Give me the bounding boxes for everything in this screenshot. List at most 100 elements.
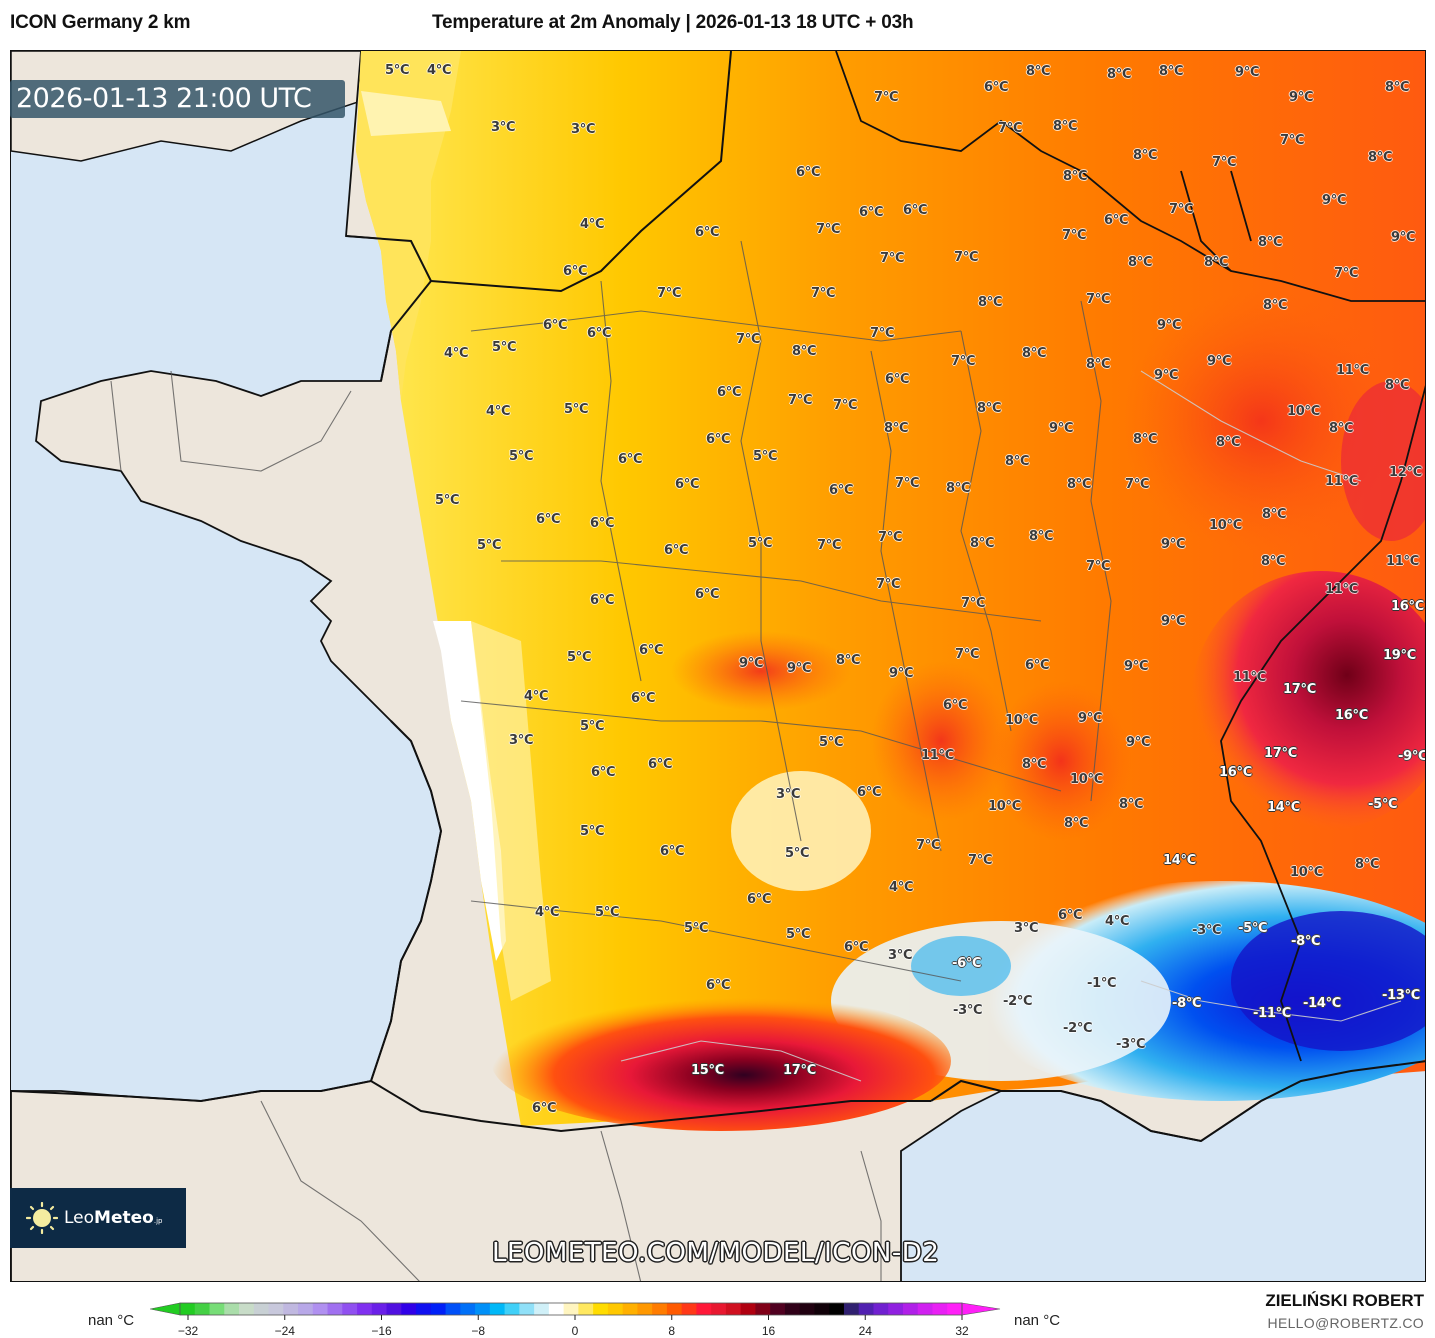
temperature-label: 9°C [1124,659,1149,674]
temperature-label: 8°C [970,536,995,551]
temperature-label: 6°C [543,318,568,333]
temperature-label: 6°C [631,691,656,706]
temperature-label: 11°C [1325,474,1358,489]
temperature-label: -5°C [1368,797,1398,812]
map-frame[interactable]: 5°C 4°C 3°C 3°C 6°C 7°C 8°C 8°C 8°C 9°C 9°C 8°C 7°C 8… [10,50,1426,1282]
temperature-label: 8°C [1368,150,1393,165]
temperature-label: 8°C [1262,507,1287,522]
temperature-label: 7°C [874,90,899,105]
temperature-label: 6°C [1058,908,1083,923]
temperature-label: 10°C [1070,772,1103,787]
temperature-label: -11°C [1253,1006,1292,1021]
temperature-label: 6°C [590,516,615,531]
temperature-label: 9°C [1235,65,1260,80]
temperature-label: 6°C [532,1101,557,1116]
temperature-label: 11°C [1386,554,1419,569]
temperature-label: 8°C [1204,255,1229,270]
temperature-label: 8°C [1119,797,1144,812]
temperature-label: 5°C [684,921,709,936]
temperature-label: 8°C [1128,255,1153,270]
temperature-label: 11°C [1233,670,1266,685]
temperature-label: 5°C [785,846,810,861]
temperature-label: 9°C [1391,230,1416,245]
colorbar-tick-label: 0 [571,1324,579,1338]
temperature-label: 6°C [648,757,673,772]
temperature-label: 6°C [591,765,616,780]
temperature-label: 5°C [385,63,410,78]
logo-text: LeoMeteo.jp [64,1208,163,1228]
temperature-label: 9°C [1207,354,1232,369]
temperature-label: 6°C [796,165,821,180]
temperature-label: 7°C [1280,133,1305,148]
temperature-label: 6°C [618,452,643,467]
temperature-label: 7°C [954,250,979,265]
temperature-label: 7°C [895,476,920,491]
temperature-label: 3°C [509,733,534,748]
temperature-label: 7°C [880,251,905,266]
temperature-label: 7°C [816,222,841,237]
temperature-label: 14°C [1267,800,1300,815]
temperature-label: 8°C [1067,477,1092,492]
temperature-label: 9°C [1049,421,1074,436]
temperature-label: 8°C [1022,346,1047,361]
leometeo-logo[interactable]: LeoMeteo.jp [10,1188,186,1248]
temperature-label: -3°C [953,1003,983,1018]
temperature-label: 16°C [1335,708,1368,723]
temperature-label: 8°C [978,295,1003,310]
temperature-label: 8°C [1159,64,1184,79]
temperature-label: 9°C [1322,193,1347,208]
temperature-label: 4°C [535,905,560,920]
temperature-label: 19°C [1383,648,1416,663]
temperature-label: 7°C [876,577,901,592]
temperature-label: 8°C [1086,357,1111,372]
temperature-label: 7°C [968,853,993,868]
temperature-label: 6°C [590,593,615,608]
temperature-label: 11°C [1336,363,1369,378]
temperature-label: 4°C [580,217,605,232]
temperature-label: 7°C [870,326,895,341]
sun-icon [25,1201,59,1235]
temperature-label: 7°C [1125,477,1150,492]
temperature-label: 17°C [1283,682,1316,697]
temperature-label: 8°C [1107,67,1132,82]
temperature-label: -13°C [1382,988,1421,1003]
temperature-label: -8°C [1172,996,1202,1011]
temperature-label: 6°C [859,205,884,220]
temperature-label: 9°C [1126,735,1151,750]
colorbar-tick-label: −24 [274,1324,295,1338]
colorbar-tick-label: 32 [955,1324,969,1338]
temperature-label: 9°C [889,666,914,681]
temperature-label: 10°C [1209,518,1242,533]
temperature-label: 5°C [595,905,620,920]
temperature-label: 6°C [903,203,928,218]
temperature-label: 8°C [1258,235,1283,250]
temperature-label: 16°C [1219,765,1252,780]
temperature-label: 8°C [1005,454,1030,469]
temperature-label: 5°C [477,538,502,553]
temperature-label: 6°C [984,80,1009,95]
temperature-label: 8°C [946,481,971,496]
temperature-label: 3°C [888,948,913,963]
temperature-label: 6°C [706,432,731,447]
temperature-label: 5°C [509,449,534,464]
temperature-label: 9°C [1161,537,1186,552]
temperature-label: 6°C [1025,658,1050,673]
temperature-label: -3°C [1192,923,1222,938]
temperature-label: 6°C [639,643,664,658]
temperature-label: 9°C [1289,90,1314,105]
temperature-label: 11°C [1325,582,1358,597]
temperature-label: 9°C [1154,368,1179,383]
temperature-label: 5°C [786,927,811,942]
temperature-label: 8°C [1063,169,1088,184]
temperature-label: 8°C [1022,757,1047,772]
temperature-label: 8°C [1329,421,1354,436]
temperature-label: 15°C [691,1063,724,1078]
temperature-label: 8°C [836,653,861,668]
temperature-label: 4°C [524,689,549,704]
temperature-label: 6°C [563,264,588,279]
temperature-label: 7°C [736,332,761,347]
colorbar-tick-label: −16 [371,1324,392,1338]
colorbar-tick-label: 24 [858,1324,872,1338]
temperature-label: 6°C [717,385,742,400]
temperature-label: 3°C [571,122,596,137]
